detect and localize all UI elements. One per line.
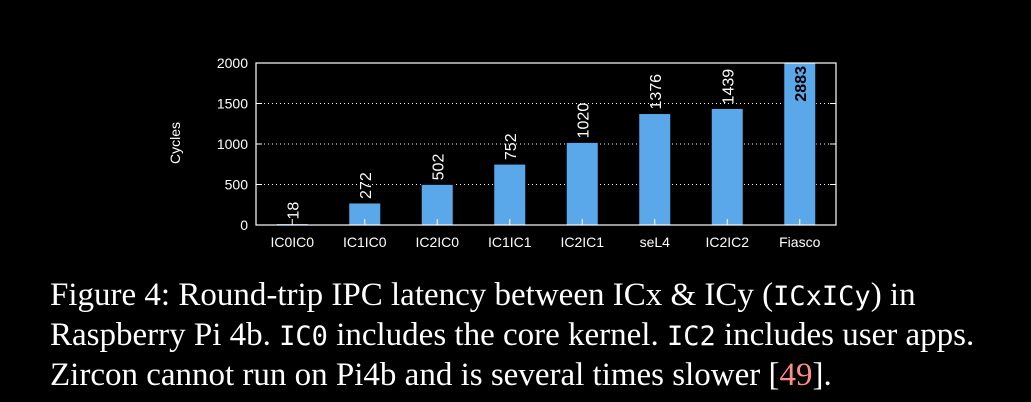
bar-chart: 0 500 1000 1500 2000 IC0IC0 IC1IC0 IC2IC0 IC1IC1… [167, 55, 837, 250]
citation-link[interactable]: 49 [779, 357, 813, 393]
y-tick-label: 0 [240, 217, 248, 233]
data-label: 1020 [575, 103, 592, 139]
x-tick-label: IC1IC0 [343, 234, 387, 250]
caption-code-ic0: IC0 [279, 321, 328, 352]
bar [493, 163, 527, 226]
y-tick-label: 1500 [217, 96, 248, 112]
bar [638, 113, 672, 226]
x-tick-label: seL4 [640, 234, 671, 250]
caption-text-1: Figure 4: Round-trip IPC latency between… [50, 277, 774, 313]
plot-frame [255, 62, 837, 226]
caption-text-3: includes the core kernel. [327, 317, 667, 353]
x-tick-label: IC0IC0 [270, 234, 314, 250]
bar [420, 183, 454, 226]
bar [710, 107, 744, 226]
value-labels: 18 272 502 752 1020 1376 1439 2883 [285, 66, 810, 220]
caption-text-2: ) in Raspberry Pi 4b. [50, 277, 916, 353]
caption-code-icxicy: ICxICy [773, 281, 871, 312]
data-label: 752 [503, 133, 520, 160]
caption-text-4: includes user apps. Zircon cannot run on… [50, 317, 975, 393]
data-label: 272 [358, 172, 375, 199]
x-tick-label: Fiasco [779, 234, 820, 250]
bar [565, 141, 599, 226]
data-label: 2883 [793, 66, 810, 102]
x-tick-label: IC2IC0 [415, 234, 459, 250]
caption-text-5: ]. [812, 357, 832, 393]
data-label: 502 [430, 154, 447, 181]
caption-code-ic2: IC2 [666, 321, 716, 352]
data-label: 1439 [720, 69, 737, 105]
axes: 0 500 1000 1500 2000 IC0IC0 IC1IC0 IC2IC0 IC1IC1… [217, 55, 837, 250]
bar [783, 62, 817, 226]
y-tick-label: 2000 [217, 55, 248, 71]
y-tick-label: 1000 [217, 136, 248, 152]
y-axis-label: Cycles [167, 122, 183, 164]
x-tick-label: IC1IC1 [488, 234, 532, 250]
data-label: 18 [285, 202, 302, 220]
x-tick-label: IC2IC2 [705, 234, 749, 250]
y-tick-label: 500 [225, 177, 249, 193]
data-label: 1376 [648, 74, 665, 110]
grid-lines [256, 103, 836, 185]
figure-caption: Figure 4: Round-trip IPC latency between… [50, 276, 1010, 394]
x-tick-label: IC2IC1 [560, 234, 604, 250]
